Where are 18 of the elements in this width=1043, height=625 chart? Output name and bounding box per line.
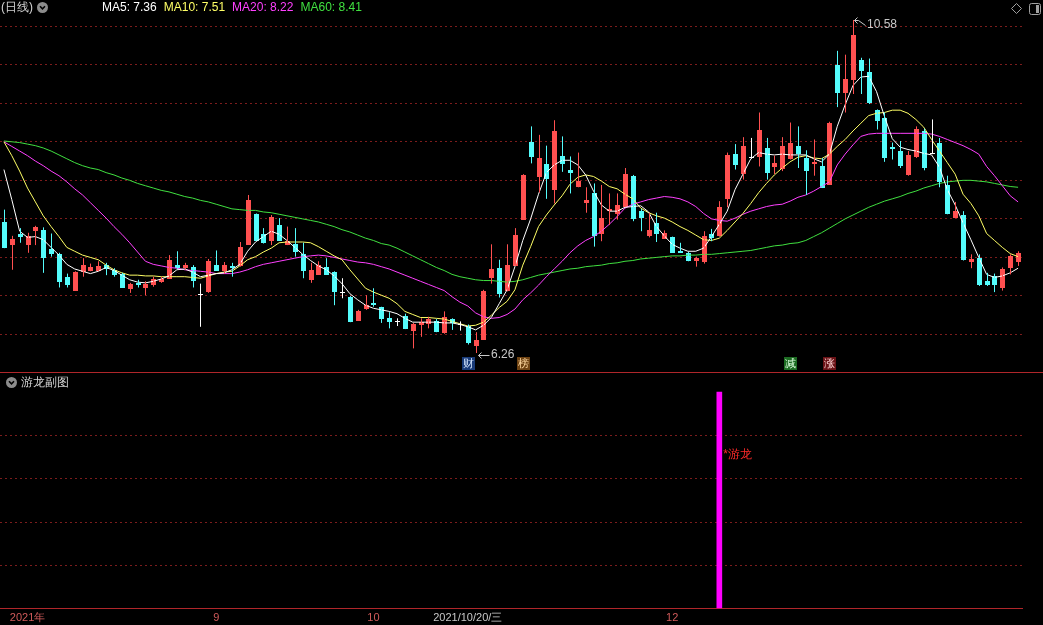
chart-title: (日线) bbox=[1, 0, 33, 14]
x-tick-label: 12 bbox=[666, 610, 679, 623]
annotation: 10.58 bbox=[867, 17, 898, 32]
text: 减 bbox=[785, 357, 796, 370]
annotation: *游龙 bbox=[723, 447, 752, 462]
text: 涨 bbox=[824, 357, 835, 370]
text: MA10: 7.51 bbox=[163, 0, 226, 14]
text: 财 bbox=[463, 357, 474, 370]
x-tick-label: 9 bbox=[213, 610, 220, 623]
text: 2021/10/20/三 bbox=[433, 611, 503, 624]
text: MA20: 8.22 bbox=[232, 0, 294, 14]
chart-title: 游龙副图 bbox=[21, 375, 69, 389]
annotation: 6.26 bbox=[491, 347, 515, 362]
x-tick-label: 2021年 bbox=[9, 610, 46, 623]
text: MA60: 8.41 bbox=[300, 0, 362, 14]
text: 榜 bbox=[518, 357, 529, 370]
text: MA5: 7.36 bbox=[102, 0, 157, 14]
x-tick-label: 10 bbox=[367, 610, 380, 623]
